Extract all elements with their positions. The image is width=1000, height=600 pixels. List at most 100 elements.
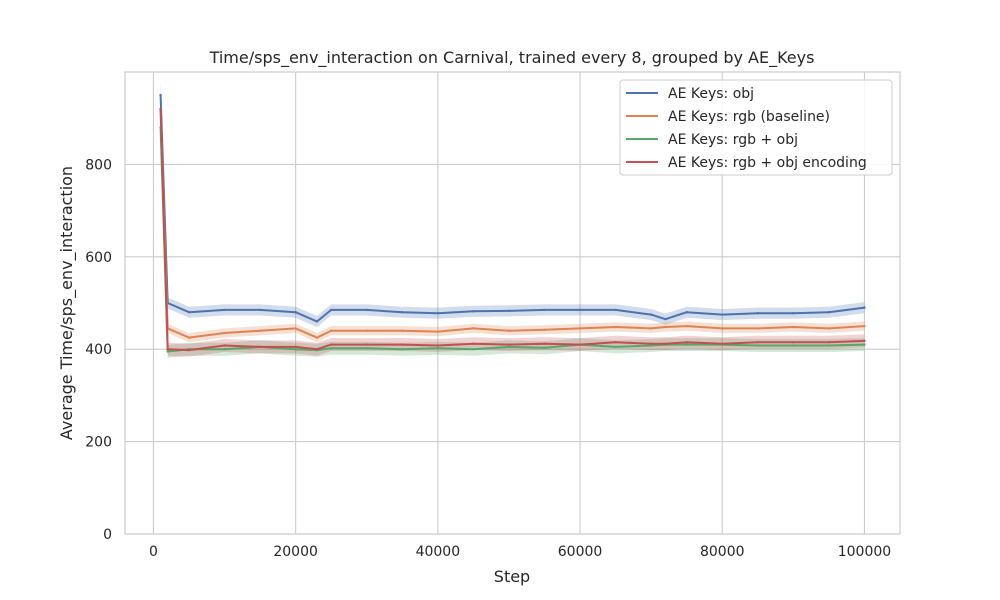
data-point (507, 329, 511, 332)
x-tick-label: 80000 (700, 544, 745, 560)
data-point (472, 342, 475, 345)
data-point (329, 329, 333, 332)
data-point (472, 310, 475, 313)
data-point (863, 306, 866, 309)
data-point (401, 343, 404, 346)
data-point (315, 320, 319, 323)
data-point (365, 308, 368, 312)
data-point (223, 308, 226, 312)
data-point (792, 344, 795, 347)
data-point (223, 331, 226, 335)
plot-frame (124, 71, 901, 535)
data-point (365, 329, 368, 332)
data-point (664, 317, 667, 321)
data-point (664, 325, 667, 329)
data-point (721, 313, 724, 316)
legend: AE Keys: obj AE Keys: rgb (baseline) AE Ke… (619, 79, 893, 176)
data-point (401, 348, 404, 351)
data-point (329, 343, 333, 346)
data-point (329, 308, 333, 312)
data-point (664, 342, 667, 345)
legend-entry: AE Keys: rgb + obj encoding (668, 155, 867, 171)
data-point (187, 311, 191, 314)
data-point (258, 329, 262, 332)
series-lines (159, 93, 866, 353)
data-point (827, 327, 831, 330)
data-point (436, 344, 440, 347)
data-point (436, 311, 440, 315)
data-point (614, 345, 617, 349)
data-point (507, 345, 511, 349)
data-point (649, 344, 653, 347)
data-point (187, 336, 191, 339)
data-point (685, 324, 688, 328)
data-point (792, 341, 795, 344)
data-point (294, 345, 297, 349)
data-point (315, 348, 319, 351)
data-point (166, 350, 169, 353)
data-point (614, 341, 617, 344)
data-point (258, 345, 262, 349)
data-point (827, 344, 831, 347)
data-point (159, 107, 162, 111)
data-point (159, 93, 162, 97)
x-tick-labels: 0 20000 40000 60000 80000 100000 (149, 544, 891, 560)
data-point (721, 342, 724, 345)
data-point (543, 346, 546, 350)
data-point (543, 342, 546, 345)
data-point (614, 325, 617, 329)
data-point (472, 327, 475, 330)
data-point (756, 344, 759, 347)
data-point (543, 328, 546, 331)
data-point (685, 343, 688, 346)
data-point (543, 308, 546, 312)
data-point (187, 348, 191, 352)
y-tick-label: 600 (85, 250, 112, 266)
y-axis-label: Average Time/sps_env_interaction (57, 166, 77, 440)
data-point (827, 341, 831, 344)
data-point (827, 311, 831, 314)
data-point (258, 308, 262, 312)
data-point (792, 325, 795, 329)
data-point (401, 311, 404, 314)
data-point (507, 343, 511, 346)
data-point (223, 348, 226, 351)
chart-title: Time/sps_env_interaction on Carnival, tr… (209, 48, 815, 68)
data-point (649, 313, 653, 316)
data-point (649, 327, 653, 330)
x-tick-label: 20000 (273, 544, 318, 560)
data-point (721, 327, 724, 330)
x-tick-label: 60000 (558, 544, 603, 560)
legend-box (619, 79, 893, 176)
y-tick-labels: 0 200 400 600 800 (85, 157, 112, 543)
legend-entry: AE Keys: rgb + obj (668, 132, 798, 148)
x-tick-label: 100000 (838, 544, 891, 560)
x-tick-label: 40000 (416, 544, 461, 560)
data-point (223, 344, 226, 347)
data-point (863, 339, 866, 343)
data-point (315, 336, 319, 339)
data-point (294, 348, 297, 351)
data-point (401, 329, 404, 332)
data-point (756, 311, 759, 315)
legend-entry: AE Keys: rgb (baseline) (668, 109, 830, 125)
data-point (578, 343, 582, 346)
data-point (614, 308, 617, 312)
data-point (329, 347, 333, 350)
series-line-1 (159, 95, 865, 323)
legend-entry: AE Keys: obj (668, 86, 754, 102)
data-point (436, 330, 440, 333)
data-point (756, 341, 759, 344)
data-point (685, 341, 688, 344)
y-tick-label: 0 (103, 527, 112, 543)
data-point (507, 309, 511, 313)
data-point (756, 327, 759, 330)
data-point (294, 327, 297, 330)
data-point (365, 347, 368, 350)
x-axis-label: Step (494, 567, 530, 586)
data-point (294, 311, 297, 314)
data-point (863, 324, 866, 328)
series-line-2 (159, 108, 865, 339)
data-point (578, 308, 582, 312)
